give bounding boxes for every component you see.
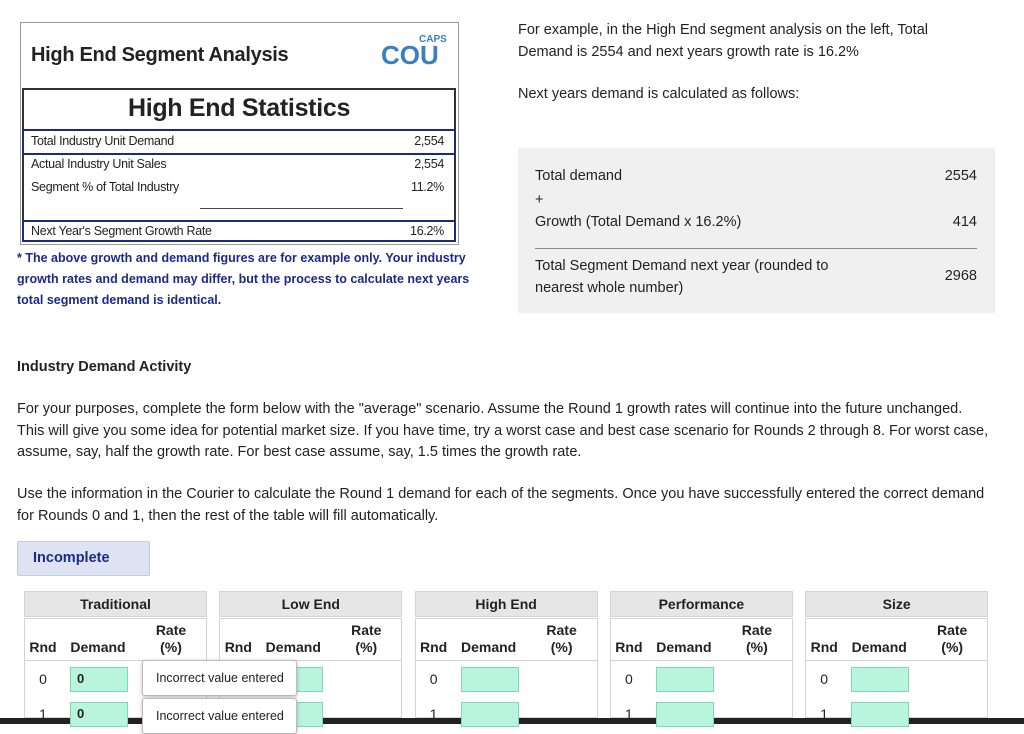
stat-value: 16.2% <box>410 224 444 238</box>
round-number: 0 <box>820 671 829 687</box>
column-header: Rnd <box>810 639 838 655</box>
stat-label: Actual Industry Unit Sales <box>31 157 167 171</box>
stat-label: Total Industry Unit Demand <box>31 134 174 148</box>
calc-label: Total Segment Demand next year (rounded … <box>535 258 829 296</box>
column-header: Rnd <box>615 639 643 655</box>
segment-header: Size <box>805 591 989 617</box>
paragraph: Use the information in the Courier to ca… <box>17 486 985 524</box>
column-header: Demand <box>70 639 126 655</box>
tooltip: Incorrect value entered <box>142 698 297 734</box>
demand-input[interactable] <box>460 667 519 692</box>
column-header: (%) <box>160 639 182 655</box>
stats-title: High End Statistics <box>127 94 351 122</box>
status-button[interactable]: Incomplete <box>17 541 150 576</box>
column-header: Demand <box>656 639 712 655</box>
header-line <box>219 660 403 661</box>
calc-label: Total demand <box>535 168 623 184</box>
demand-input[interactable] <box>655 702 714 727</box>
stat-label: Next Year's Segment Growth Rate <box>31 224 212 238</box>
round-number: 1 <box>624 706 633 722</box>
column-header: Demand <box>265 639 321 655</box>
header-line <box>414 660 598 661</box>
column-header: (%) <box>746 639 768 655</box>
tooltip: Incorrect value entered <box>142 660 297 696</box>
round-number: 1 <box>429 706 438 722</box>
demand-input[interactable] <box>851 702 910 727</box>
segment-header: Low End <box>219 591 403 617</box>
stat-value: 2,554 <box>414 157 444 171</box>
calc-box <box>518 148 995 313</box>
calc-line <box>535 248 977 249</box>
calc-label: Growth (Total Demand x 16.2%) <box>535 214 742 230</box>
demand-input[interactable]: 0 <box>70 667 128 692</box>
round-number: 0 <box>39 671 47 687</box>
round-number: 1 <box>820 706 829 722</box>
segment-header: Performance <box>609 591 793 617</box>
column-header: Rate <box>741 622 773 638</box>
header-line <box>609 660 793 661</box>
calc-value: 2554 <box>944 168 977 184</box>
column-header: (%) <box>941 639 964 655</box>
divider <box>200 208 403 209</box>
example-lead: Next years demand is calculated as follo… <box>518 86 800 102</box>
row-highlight <box>22 129 456 155</box>
calc-value: 2968 <box>944 268 977 284</box>
segment-header: Traditional <box>24 591 207 617</box>
calc-value: 414 <box>952 214 977 230</box>
header-line <box>24 660 207 661</box>
round-number: 0 <box>429 671 438 687</box>
column-header: Rnd <box>29 639 57 655</box>
logo: CAPS <box>419 34 447 45</box>
stat-value: 11.2% <box>410 180 444 194</box>
header-line <box>805 660 989 661</box>
stat-label: Segment % of Total Industry <box>31 180 180 194</box>
footnote: * The above growth and demand figures ar… <box>17 251 470 307</box>
report-title: High End Segment Analysis <box>31 44 289 66</box>
calc-label: + <box>535 192 544 208</box>
demand-input[interactable] <box>655 667 714 692</box>
stat-value: 2,554 <box>414 134 444 148</box>
demand-input[interactable] <box>851 667 910 692</box>
column-header: (%) <box>550 639 573 655</box>
logo: COU <box>381 40 439 70</box>
column-header: (%) <box>355 639 378 655</box>
round-number: 0 <box>624 671 633 687</box>
example-intro: For example, in the High End segment ana… <box>518 22 928 60</box>
column-header: Rate <box>937 622 968 638</box>
row-highlight <box>22 220 456 242</box>
demand-input[interactable]: 0 <box>70 702 128 727</box>
column-header: Rate <box>546 622 577 638</box>
column-header: Rate <box>351 622 382 638</box>
paragraph: For your purposes, complete the form bel… <box>17 401 989 460</box>
round-number: 1 <box>39 706 47 722</box>
column-header: Rnd <box>224 639 252 655</box>
column-header: Rnd <box>419 639 448 655</box>
column-header: Demand <box>851 639 907 655</box>
column-header: Demand <box>460 639 517 655</box>
segment-header: High End <box>414 591 598 617</box>
report-box <box>20 22 459 245</box>
demand-input[interactable] <box>460 702 519 727</box>
column-header: Rate <box>155 622 187 638</box>
section-heading: Industry Demand Activity <box>17 359 192 375</box>
